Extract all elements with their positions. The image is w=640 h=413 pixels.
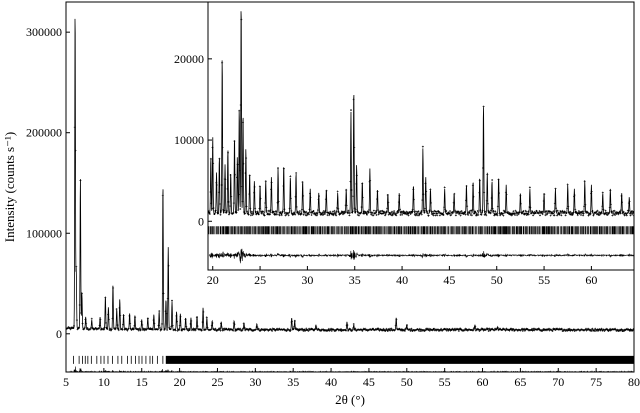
inset-x-tick-label: 30 (301, 273, 313, 287)
main-y-tick-label: 100000 (26, 226, 62, 240)
main-y-tick-label: 200000 (26, 126, 62, 140)
inset-x-tick-label: 40 (396, 273, 408, 287)
main-x-tick-label: 60 (477, 375, 489, 389)
main-x-axis-title: 2θ (°) (335, 392, 365, 407)
main-x-tick-label: 70 (552, 375, 564, 389)
main-x-tick-label: 80 (628, 375, 640, 389)
main-x-tick-label: 35 (287, 375, 299, 389)
main-y-tick-label: 0 (56, 327, 62, 341)
inset-reflection-ticks (208, 226, 634, 235)
main-x-tick-label: 5 (63, 375, 69, 389)
main-y-tick-label: 300000 (26, 25, 62, 39)
inset-difference-curve (208, 248, 634, 264)
main-data-area (66, 18, 634, 372)
main-x-tick-label: 25 (211, 375, 223, 389)
main-plot: 5 10 15 20 25 30 35 40 45 50 55 60 65 70 75 80010000020… (2, 1, 640, 407)
inset-plot-frame (207, 1, 635, 271)
main-x-tick-label: 40 (325, 375, 337, 389)
inset-y-tick-label: 20000 (174, 52, 204, 66)
inset-x-tick-label: 20 (207, 273, 219, 287)
main-x-tick-label: 10 (98, 375, 110, 389)
inset-y-tick-label: 10000 (174, 133, 204, 147)
main-x-tick-label: 75 (590, 375, 602, 389)
main-x-tick-label: 45 (363, 375, 375, 389)
inset-x-tick-label: 50 (491, 273, 503, 287)
inset-observed-points (208, 18, 634, 217)
main-difference-curve (69, 366, 634, 372)
main-reflection-ticks (73, 355, 634, 364)
main-x-tick-label: 20 (174, 375, 186, 389)
main-x-tick-label: 30 (249, 375, 261, 389)
main-x-tick-label: 55 (439, 375, 451, 389)
inset-x-tick-label: 35 (349, 273, 361, 287)
main-y-axis-title: Intensity (counts s⁻¹) (2, 132, 17, 242)
main-x-tick-label: 50 (401, 375, 413, 389)
inset-x-tick-label: 60 (585, 273, 597, 287)
main-x-tick-label: 65 (514, 375, 526, 389)
inset-x-tick-label: 45 (443, 273, 455, 287)
inset-plot: 20 25 30 35 40 45 50 55 60 0 10000 20000 (174, 1, 635, 287)
inset-x-tick-label: 25 (254, 273, 266, 287)
main-x-tick-label: 15 (136, 375, 148, 389)
inset-y-tick-label: 0 (198, 214, 204, 228)
inset-x-tick-label: 55 (538, 273, 550, 287)
inset-data-area (208, 11, 634, 264)
main-observed-points (66, 126, 634, 332)
